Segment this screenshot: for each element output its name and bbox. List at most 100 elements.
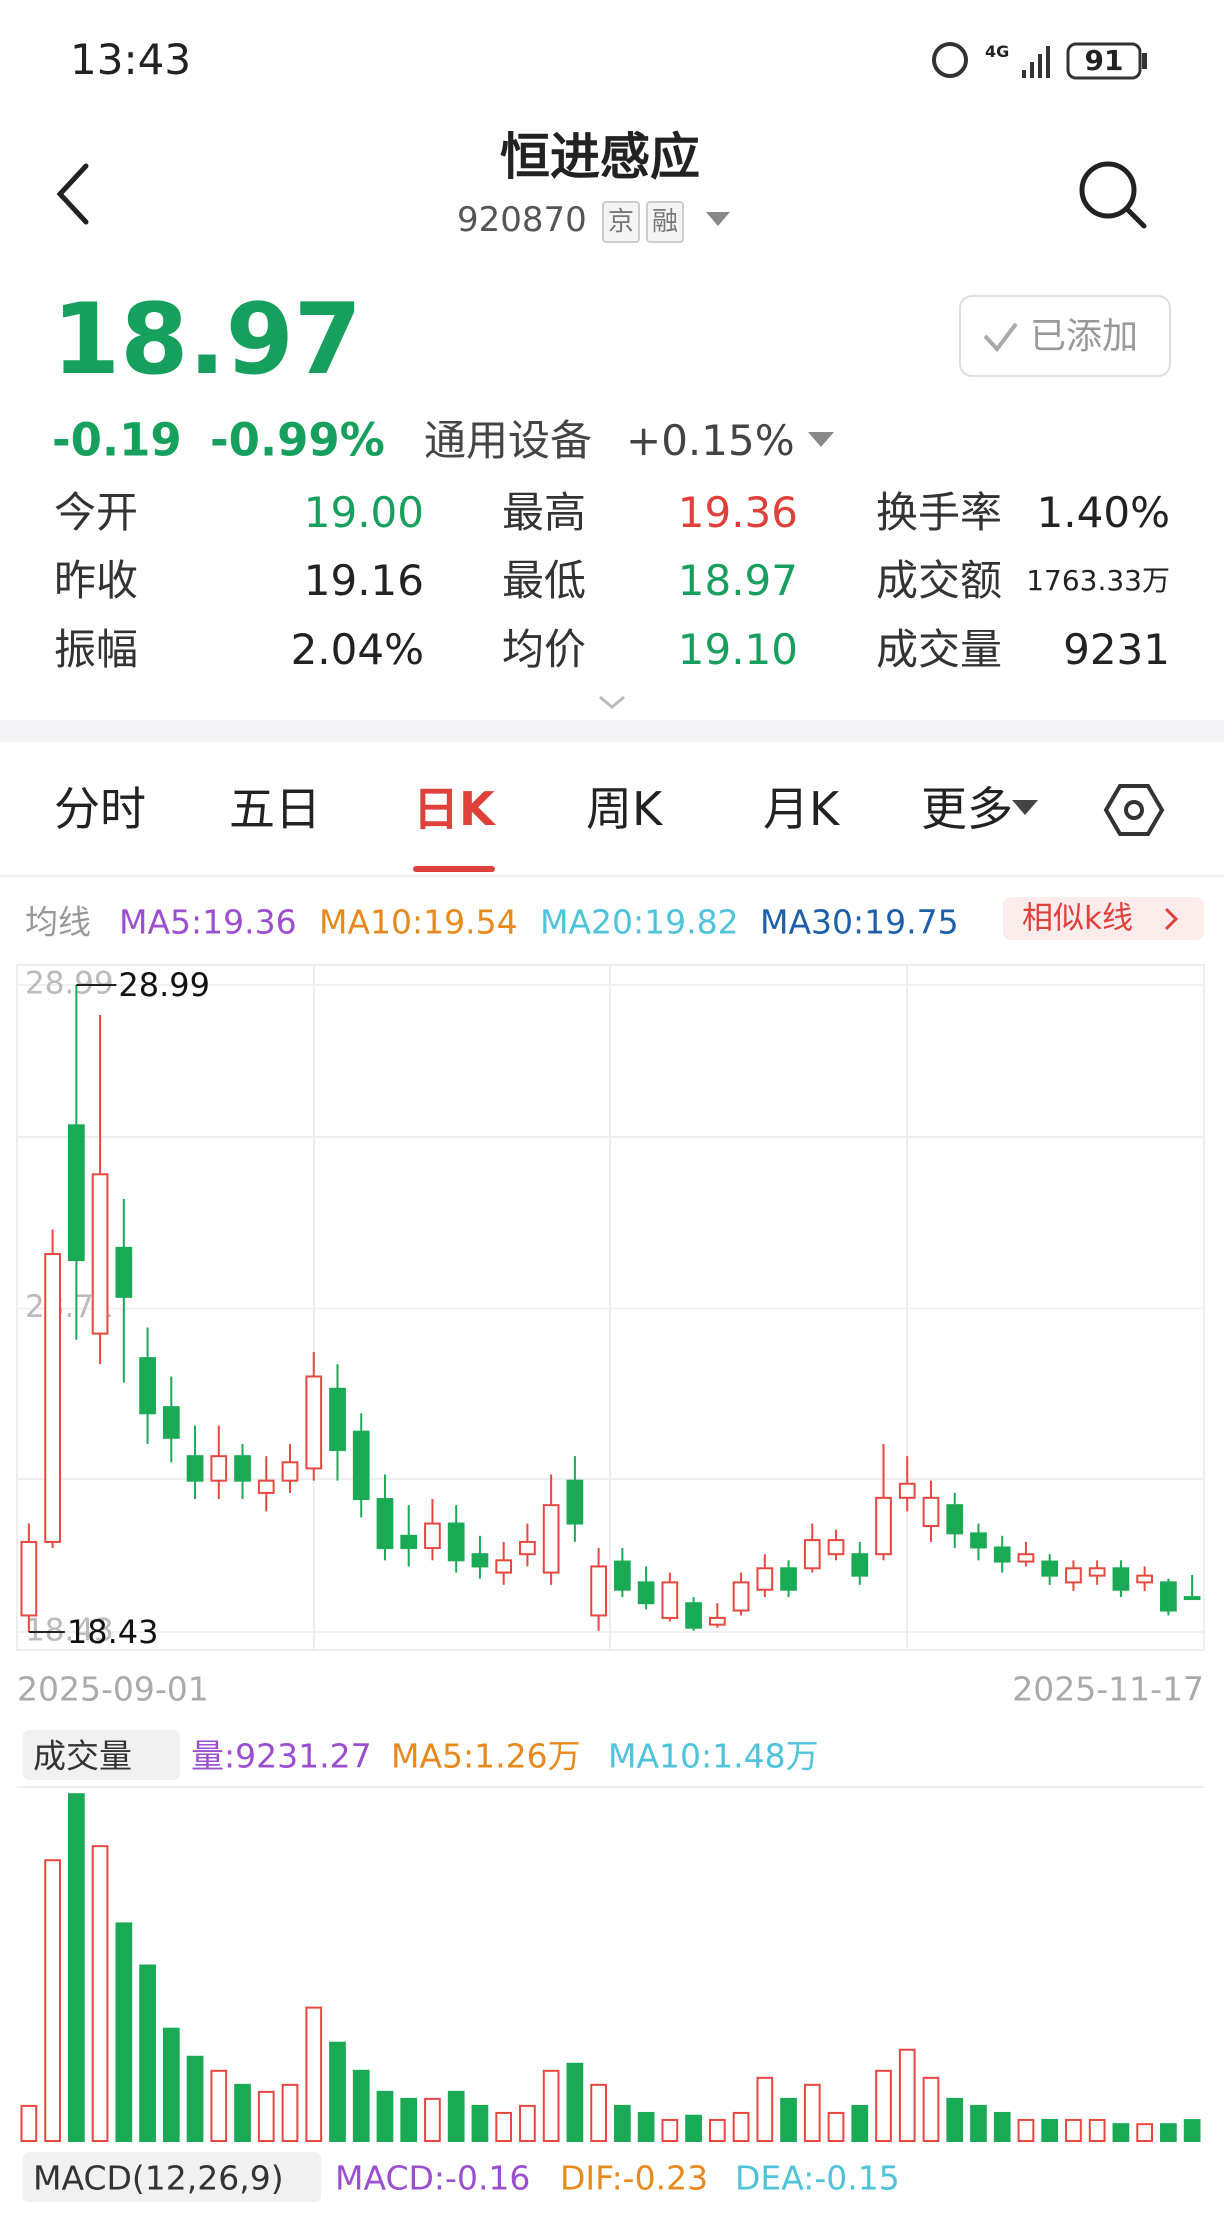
volume-bar — [614, 2104, 631, 2142]
macd-selector-frame[interactable] — [23, 2152, 321, 2202]
candle-body — [875, 1496, 892, 1556]
volume-bar — [400, 2097, 418, 2142]
volume-bar — [1065, 2118, 1082, 2142]
candle-body — [970, 1532, 987, 1549]
volume-bar — [708, 2118, 726, 2142]
legend-item: DIF:-0.23 — [560, 2158, 709, 2198]
back-icon[interactable] — [56, 163, 89, 225]
volume-bar — [352, 2069, 370, 2143]
tab[interactable]: 更多 — [921, 782, 1013, 836]
volume-bar — [424, 2097, 441, 2142]
sector-dropdown[interactable] — [808, 432, 834, 447]
legend-item: MA5:1.26万 — [391, 1736, 581, 1776]
legend-item: 量:9231.27 — [191, 1736, 372, 1776]
candle-body — [542, 1504, 560, 1574]
tag-list: 京融 — [602, 201, 685, 243]
volume-bar — [542, 2069, 560, 2143]
candle-body — [20, 1540, 38, 1617]
legend-item: MACD:-0.16 — [335, 2158, 531, 2198]
settings-icon[interactable] — [1103, 784, 1165, 836]
y-tick-label: 18.43 — [25, 1613, 114, 1649]
candle-body — [898, 1482, 916, 1499]
tab[interactable]: 月K — [763, 782, 840, 836]
volume-bar — [803, 2083, 821, 2143]
y-tick-label: 28.99 — [25, 966, 114, 1002]
tab[interactable]: 五日 — [229, 782, 321, 836]
search-icon[interactable] — [1079, 161, 1137, 219]
stat-label: 成交量 — [876, 625, 1003, 674]
macd-selector[interactable]: MACD(12,26,9) — [33, 2158, 284, 2198]
candle-body — [67, 1124, 85, 1262]
candle-body — [661, 1581, 679, 1619]
candle-body — [471, 1553, 489, 1568]
candle-body — [756, 1567, 774, 1591]
volume-selector-frame[interactable] — [23, 1730, 180, 1780]
network-label: 4G — [985, 42, 1010, 61]
stat-label: 最高 — [502, 488, 587, 537]
candle-body — [91, 1173, 109, 1335]
sector[interactable]: 通用设备 — [424, 416, 593, 465]
candle-body — [329, 1387, 346, 1452]
candle-body — [1017, 1553, 1035, 1563]
volume-bar — [732, 2111, 750, 2142]
volume-bar — [756, 2076, 774, 2143]
volume-bar — [875, 2069, 892, 2143]
volume-bar — [685, 2114, 702, 2143]
stat-value: 18.97 — [677, 556, 798, 605]
volume-bar — [519, 2104, 536, 2142]
stat-label: 昨收 — [54, 556, 139, 605]
stat-label: 成交额 — [876, 556, 1003, 605]
candle-body — [780, 1567, 797, 1591]
similar-button[interactable]: 相似k线 — [1022, 900, 1133, 937]
candle-body — [424, 1522, 441, 1550]
volume-bar — [566, 2062, 584, 2143]
tab[interactable]: 分时 — [54, 782, 146, 836]
candle-body — [803, 1539, 821, 1570]
stat-value: 19.00 — [303, 488, 424, 537]
volume-bar — [1088, 2118, 1106, 2142]
candle-body — [400, 1534, 418, 1550]
candle-body — [637, 1581, 655, 1605]
legend-item: DEA:-0.15 — [735, 2158, 900, 2198]
candle-body — [162, 1406, 180, 1439]
low-label: 18.43 — [67, 1613, 159, 1651]
candle-body — [1065, 1567, 1082, 1584]
tab[interactable]: 周K — [586, 782, 663, 836]
candle-body — [732, 1581, 750, 1612]
stock-code: 920870 — [457, 200, 587, 240]
tab[interactable]: 日K — [413, 782, 495, 836]
volume-bar — [780, 2097, 797, 2142]
candle-body — [590, 1565, 607, 1617]
volume-selector[interactable]: 成交量 — [33, 1736, 132, 1776]
candle-body — [210, 1455, 228, 1482]
more-dropdown[interactable] — [1012, 800, 1038, 815]
stat-label: 今开 — [54, 488, 139, 537]
similar-button-frame[interactable] — [1003, 897, 1204, 940]
expand-icon[interactable] — [599, 695, 625, 709]
volume-bar — [44, 1859, 61, 2142]
watch-button[interactable]: 已添加 — [1030, 316, 1139, 357]
candle-body — [234, 1455, 251, 1482]
market-tag: 融 — [646, 201, 685, 243]
sector-change: +0.15% — [626, 416, 795, 465]
candle-body — [1088, 1567, 1106, 1577]
volume-bar — [1112, 2123, 1130, 2143]
stat-label: 最低 — [502, 556, 587, 605]
section-divider — [0, 720, 1224, 742]
volume-bar — [922, 2076, 940, 2143]
legend-item: MA5:19.36 — [119, 902, 297, 942]
active-tab-underline — [413, 866, 495, 872]
watch-button-frame[interactable] — [959, 295, 1171, 377]
candle-body — [44, 1252, 61, 1543]
stat-label: 换手率 — [876, 488, 1003, 537]
code-dropdown[interactable] — [706, 212, 730, 226]
clock: 13:43 — [70, 35, 192, 84]
battery-cap — [1142, 53, 1147, 69]
candle-body — [1112, 1567, 1130, 1591]
candle-body — [281, 1461, 299, 1482]
price: 18.97 — [52, 283, 362, 397]
legend-item: MA10:19.54 — [319, 902, 518, 942]
legend-item: MA10:1.48万 — [608, 1736, 819, 1776]
volume-bar — [851, 2104, 869, 2142]
